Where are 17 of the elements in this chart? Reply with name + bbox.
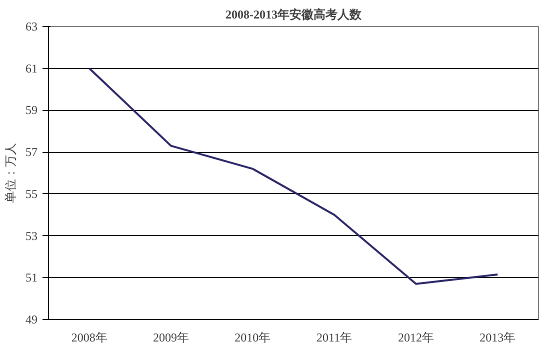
y-tick-label: 51	[26, 270, 38, 285]
y-tick-label: 55	[26, 186, 38, 201]
y-tick-label: 57	[26, 145, 38, 160]
x-tick-label: 2011年	[316, 330, 352, 344]
y-axis-title: 单位：万人	[4, 143, 18, 203]
y-tick-label: 61	[26, 61, 38, 76]
x-tick-label: 2010年	[234, 330, 271, 344]
y-tick-label: 63	[26, 20, 38, 34]
x-tick-label: 2013年	[480, 330, 516, 344]
y-tick-label: 53	[26, 228, 38, 243]
x-tick-label: 2012年	[398, 330, 434, 344]
line-series	[88, 67, 499, 285]
y-tick-label: 59	[26, 103, 38, 118]
x-tick-label: 2009年	[153, 330, 189, 344]
chart-title: 2008-2013年安徽高考人数	[226, 8, 362, 22]
y-tick-label: 49	[26, 312, 38, 326]
x-tick-label: 2008年	[71, 330, 108, 344]
